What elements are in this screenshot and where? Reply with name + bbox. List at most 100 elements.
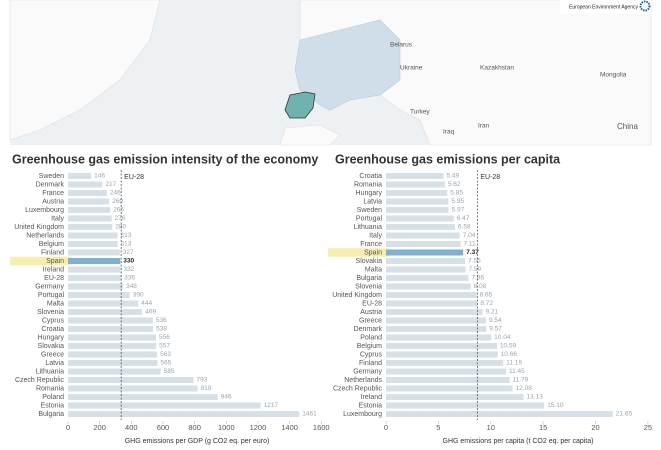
x-axis-title: GHG emissions per GDP (g CO2 eq. per eur…	[125, 438, 270, 445]
category-label: Slovakia	[38, 343, 65, 350]
reference-label: EU-28	[124, 174, 144, 181]
category-label: Estonia	[41, 402, 64, 409]
category-label: Germany	[353, 368, 382, 375]
category-label: Bulgaria	[356, 275, 382, 282]
bar	[386, 385, 513, 392]
value-label: 246	[110, 190, 121, 197]
x-tick-label: 1400	[281, 423, 298, 432]
bar	[386, 249, 464, 256]
europe	[294, 19, 401, 111]
x-tick-label: 15	[539, 423, 547, 432]
category-label: Luxembourg	[25, 207, 64, 214]
value-label: 348	[126, 283, 137, 290]
bar	[68, 411, 300, 417]
bar	[386, 394, 524, 400]
value-label: 585	[164, 368, 175, 375]
value-label: 8.72	[480, 300, 493, 307]
value-label: 9.57	[489, 326, 502, 333]
category-label: Finland	[359, 360, 382, 367]
bar	[68, 241, 118, 247]
bar	[68, 343, 157, 349]
bar	[386, 411, 613, 417]
logo-icon	[639, 0, 651, 12]
category-label: Czech Republic	[15, 377, 65, 384]
charts: Greenhouse gas emission intensity of the…	[10, 152, 652, 445]
bar	[68, 351, 158, 358]
category-label: Ireland	[43, 266, 65, 273]
category-label: Poland	[42, 394, 64, 401]
value-label: 10.04	[494, 334, 511, 341]
bar	[68, 292, 130, 298]
chart-title: Greenhouse gas emission intensity of the…	[12, 152, 318, 166]
category-label: United Kingdom	[332, 292, 382, 299]
category-label: Denmark	[36, 181, 65, 188]
value-label: 1461	[302, 411, 317, 418]
bar	[386, 292, 477, 298]
category-label: Denmark	[354, 326, 383, 333]
bar	[386, 224, 455, 230]
category-label: France	[42, 190, 64, 197]
category-label: Austria	[360, 309, 382, 316]
bar	[386, 402, 545, 409]
bar	[68, 394, 218, 400]
category-label: Malta	[47, 300, 64, 307]
x-tick-label: 25	[644, 423, 652, 432]
x-tick-label: 1600	[313, 423, 330, 432]
map-label: Ukraine	[400, 65, 423, 72]
x-tick-label: 400	[125, 423, 138, 432]
bar	[386, 343, 497, 349]
category-label: Hungary	[38, 334, 65, 341]
bar	[68, 190, 107, 196]
bar	[386, 334, 492, 341]
map: Belarus Ukraine Kazakhstan Mongolia Turk…	[9, 0, 652, 146]
category-label: Slovakia	[356, 258, 383, 265]
category-label: Romania	[354, 181, 382, 188]
category-label: Slovenia	[355, 283, 382, 290]
value-label: 946	[221, 394, 232, 401]
category-label: EU-28	[44, 275, 64, 282]
value-label: 5.49	[447, 173, 460, 180]
bar	[386, 300, 478, 307]
bar	[386, 198, 449, 205]
category-label: Portugal	[356, 215, 383, 222]
value-label: 444	[141, 300, 152, 307]
bar	[68, 181, 103, 188]
value-label: 556	[159, 334, 170, 341]
bar	[386, 173, 444, 179]
value-label: 313	[121, 232, 132, 239]
value-label: 11.79	[513, 377, 529, 384]
value-label: 5.85	[450, 190, 463, 197]
category-label: Cyprus	[360, 351, 383, 358]
value-label: 7.04	[463, 232, 476, 239]
value-label: 5.62	[448, 181, 461, 188]
value-label: 6.58	[458, 224, 471, 231]
value-label: 330	[123, 258, 134, 265]
category-label: Croatia	[359, 173, 382, 180]
x-tick-label: 0	[384, 423, 388, 432]
value-label: 390	[133, 292, 144, 299]
category-label: Czech Republic	[333, 385, 383, 392]
value-label: 7.55	[468, 258, 481, 265]
x-axis-title: GHG emissions per capita (t CO2 eq. per …	[443, 438, 594, 445]
x-tick-label: 10	[487, 423, 495, 432]
value-label: 819	[201, 385, 212, 392]
bar	[386, 266, 466, 273]
category-label: Greece	[359, 317, 382, 324]
bar	[386, 181, 445, 188]
category-label: Lithuania	[354, 224, 383, 231]
bar	[68, 207, 111, 213]
category-label: Latvia	[363, 198, 382, 205]
map-label: China	[617, 122, 638, 131]
bar	[386, 215, 454, 222]
value-label: 565	[160, 360, 171, 367]
category-label: EU-28	[362, 300, 382, 307]
bar	[386, 317, 486, 324]
category-label: Luxembourg	[343, 411, 382, 418]
category-label: Sweden	[357, 207, 382, 214]
bar	[68, 377, 194, 383]
value-label: 12.08	[516, 385, 533, 392]
spain	[284, 91, 316, 119]
bar	[68, 266, 121, 273]
value-label: 327	[123, 249, 134, 256]
